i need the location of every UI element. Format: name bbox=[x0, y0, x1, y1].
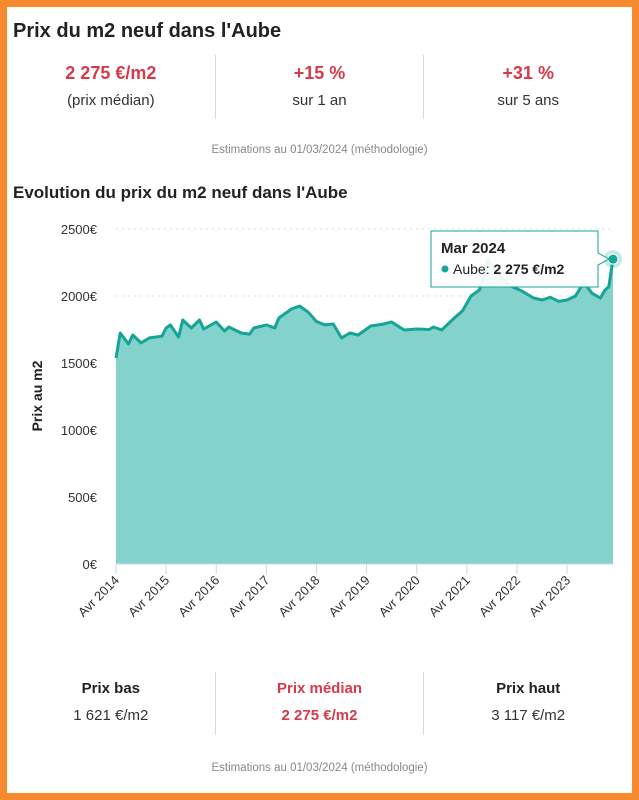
price-card: Prix du m2 neuf dans l'Aube 2 275 €/m2 (… bbox=[7, 7, 632, 793]
estimation-note-link-bottom[interactable]: Estimations au 01/03/2024 (méthodologie) bbox=[211, 762, 428, 774]
summary-stats: 2 275 €/m2 (prix médian) +15 % sur 1 an … bbox=[7, 55, 632, 119]
x-tick-label: Avr 2017 bbox=[225, 573, 272, 620]
tooltip-value-number: 2 275 €/m2 bbox=[493, 261, 564, 277]
stat-high: Prix haut 3 117 €/m2 bbox=[423, 672, 632, 735]
stat-value: 2 275 €/m2 bbox=[65, 63, 157, 83]
chart-title: Evolution du prix du m2 neuf dans l'Aube bbox=[13, 183, 348, 202]
y-tick-label: 2500€ bbox=[61, 222, 98, 237]
x-tick-label: Avr 2023 bbox=[526, 573, 573, 620]
stat-value: 2 275 €/m2 bbox=[281, 707, 358, 724]
stat-value: +31 % bbox=[502, 63, 554, 83]
tooltip-series-marker bbox=[441, 265, 449, 273]
y-axis-label: Prix au m2 bbox=[29, 360, 45, 431]
tooltip-value: Aube: 2 275 €/m2 bbox=[453, 261, 565, 277]
stat-label: sur 5 ans bbox=[497, 92, 560, 109]
stat-value: +15 % bbox=[293, 63, 346, 83]
series-line bbox=[114, 258, 615, 359]
y-tick-label: 1500€ bbox=[61, 356, 98, 371]
tooltip-box bbox=[430, 230, 611, 288]
stat-label: Prix haut bbox=[496, 680, 561, 697]
estimation-note-link[interactable]: Estimations au 01/03/2024 (méthodologie) bbox=[211, 144, 428, 156]
y-tick-label: 500€ bbox=[68, 490, 98, 505]
stat-low: Prix bas 1 621 €/m2 bbox=[7, 672, 215, 735]
bottom-stats: Prix bas 1 621 €/m2 Prix médian 2 275 €/… bbox=[7, 672, 632, 735]
stat-5-years: +31 % sur 5 ans bbox=[423, 55, 632, 119]
tooltip-series-name: Aube: bbox=[453, 261, 493, 277]
y-tick-label: 0€ bbox=[83, 557, 98, 572]
y-tick-label: 2000€ bbox=[61, 289, 98, 304]
stat-label: sur 1 an bbox=[292, 92, 347, 109]
x-tick-label: Avr 2016 bbox=[175, 573, 222, 620]
stat-1-year: +15 % sur 1 an bbox=[214, 55, 424, 119]
stat-median-bottom: Prix médian 2 275 €/m2 bbox=[214, 672, 424, 735]
stat-label: Prix médian bbox=[276, 680, 363, 697]
series-area bbox=[116, 259, 613, 564]
x-tick-label: Avr 2018 bbox=[275, 573, 322, 620]
stat-label: Prix bas bbox=[81, 680, 141, 697]
page-title: Prix du m2 neuf dans l'Aube bbox=[13, 20, 282, 42]
tooltip-title: Mar 2024 bbox=[441, 240, 506, 257]
x-tick-label: Avr 2014 bbox=[75, 573, 122, 620]
stat-value: 1 621 €/m2 bbox=[73, 707, 149, 724]
x-tick-label: Avr 2015 bbox=[125, 573, 172, 620]
x-tick-label: Avr 2021 bbox=[426, 573, 473, 620]
x-tick-label: Avr 2022 bbox=[476, 573, 523, 620]
y-tick-label: 1000€ bbox=[61, 423, 98, 438]
x-tick-label: Avr 2019 bbox=[325, 573, 372, 620]
x-tick-label: Avr 2020 bbox=[376, 573, 423, 620]
stat-value: 3 117 €/m2 bbox=[491, 707, 566, 724]
stat-median: 2 275 €/m2 (prix médian) bbox=[7, 55, 215, 119]
stat-label: (prix médian) bbox=[67, 92, 155, 109]
